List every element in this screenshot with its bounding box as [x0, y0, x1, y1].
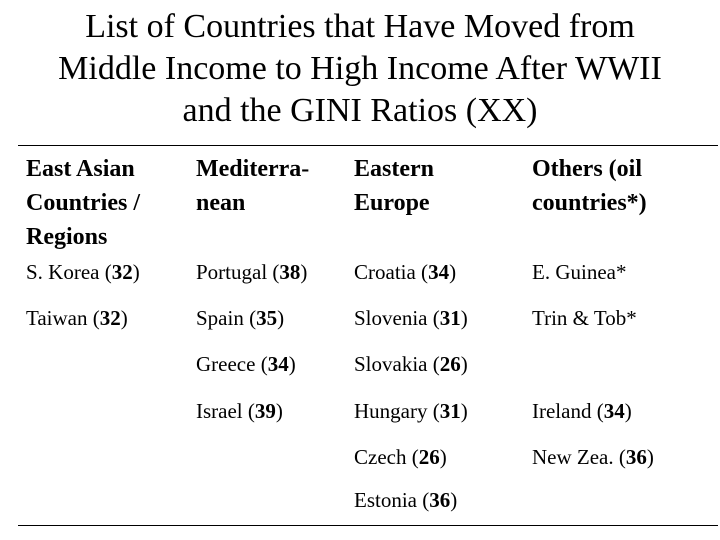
table-cell-spain: Spain (35)	[196, 306, 285, 330]
table-cell-croatia: Croatia (34)	[354, 260, 457, 284]
header-others: Others (oil countries*)	[532, 152, 647, 220]
table-cell-portugal: Portugal (38)	[196, 260, 308, 284]
header-line: countries*)	[532, 190, 647, 216]
title-line-3: and the GINI Ratios (XX)	[182, 92, 538, 129]
table-cell-czech: Czech (26)	[354, 445, 447, 469]
header-eastern-europe: Eastern Europe	[354, 152, 434, 220]
header-mediterranean: Mediterra- nean	[196, 152, 309, 220]
table-cell-slovenia: Slovenia (31)	[354, 306, 468, 330]
header-line: Eastern	[354, 156, 434, 182]
header-line: Others (oil	[532, 156, 642, 182]
table-cell-estonia: Estonia (36)	[354, 488, 458, 512]
header-line: Mediterra-	[196, 156, 310, 182]
title-line-1: List of Countries that Have Moved from	[85, 8, 635, 45]
table-top-rule	[18, 145, 718, 146]
table-cell-hungary: Hungary (31)	[354, 399, 468, 423]
table-cell-israel: Israel (39)	[196, 399, 283, 423]
table-cell-e-guinea: E. Guinea*	[532, 260, 627, 284]
table-cell-korea: S. Korea (32)	[26, 260, 140, 284]
slide-title: List of Countries that Have Moved from M…	[0, 6, 720, 132]
header-line: East Asian	[26, 156, 135, 182]
header-east-asian: East Asian Countries / Regions	[26, 152, 140, 254]
table-cell-new-zealand: New Zea. (36)	[532, 445, 654, 469]
table-cell-taiwan: Taiwan (32)	[26, 306, 128, 330]
title-line-2: Middle Income to High Income After WWII	[58, 50, 662, 87]
header-line: Regions	[26, 224, 108, 250]
table-cell-ireland: Ireland (34)	[532, 399, 632, 423]
table-cell-trin-tob: Trin & Tob*	[532, 306, 637, 330]
header-line: Countries /	[26, 190, 140, 216]
table-cell-slovakia: Slovakia (26)	[354, 352, 468, 376]
table-bottom-rule	[18, 525, 718, 526]
table-cell-greece: Greece (34)	[196, 352, 296, 376]
header-line: nean	[196, 190, 246, 216]
header-line: Europe	[354, 190, 430, 216]
